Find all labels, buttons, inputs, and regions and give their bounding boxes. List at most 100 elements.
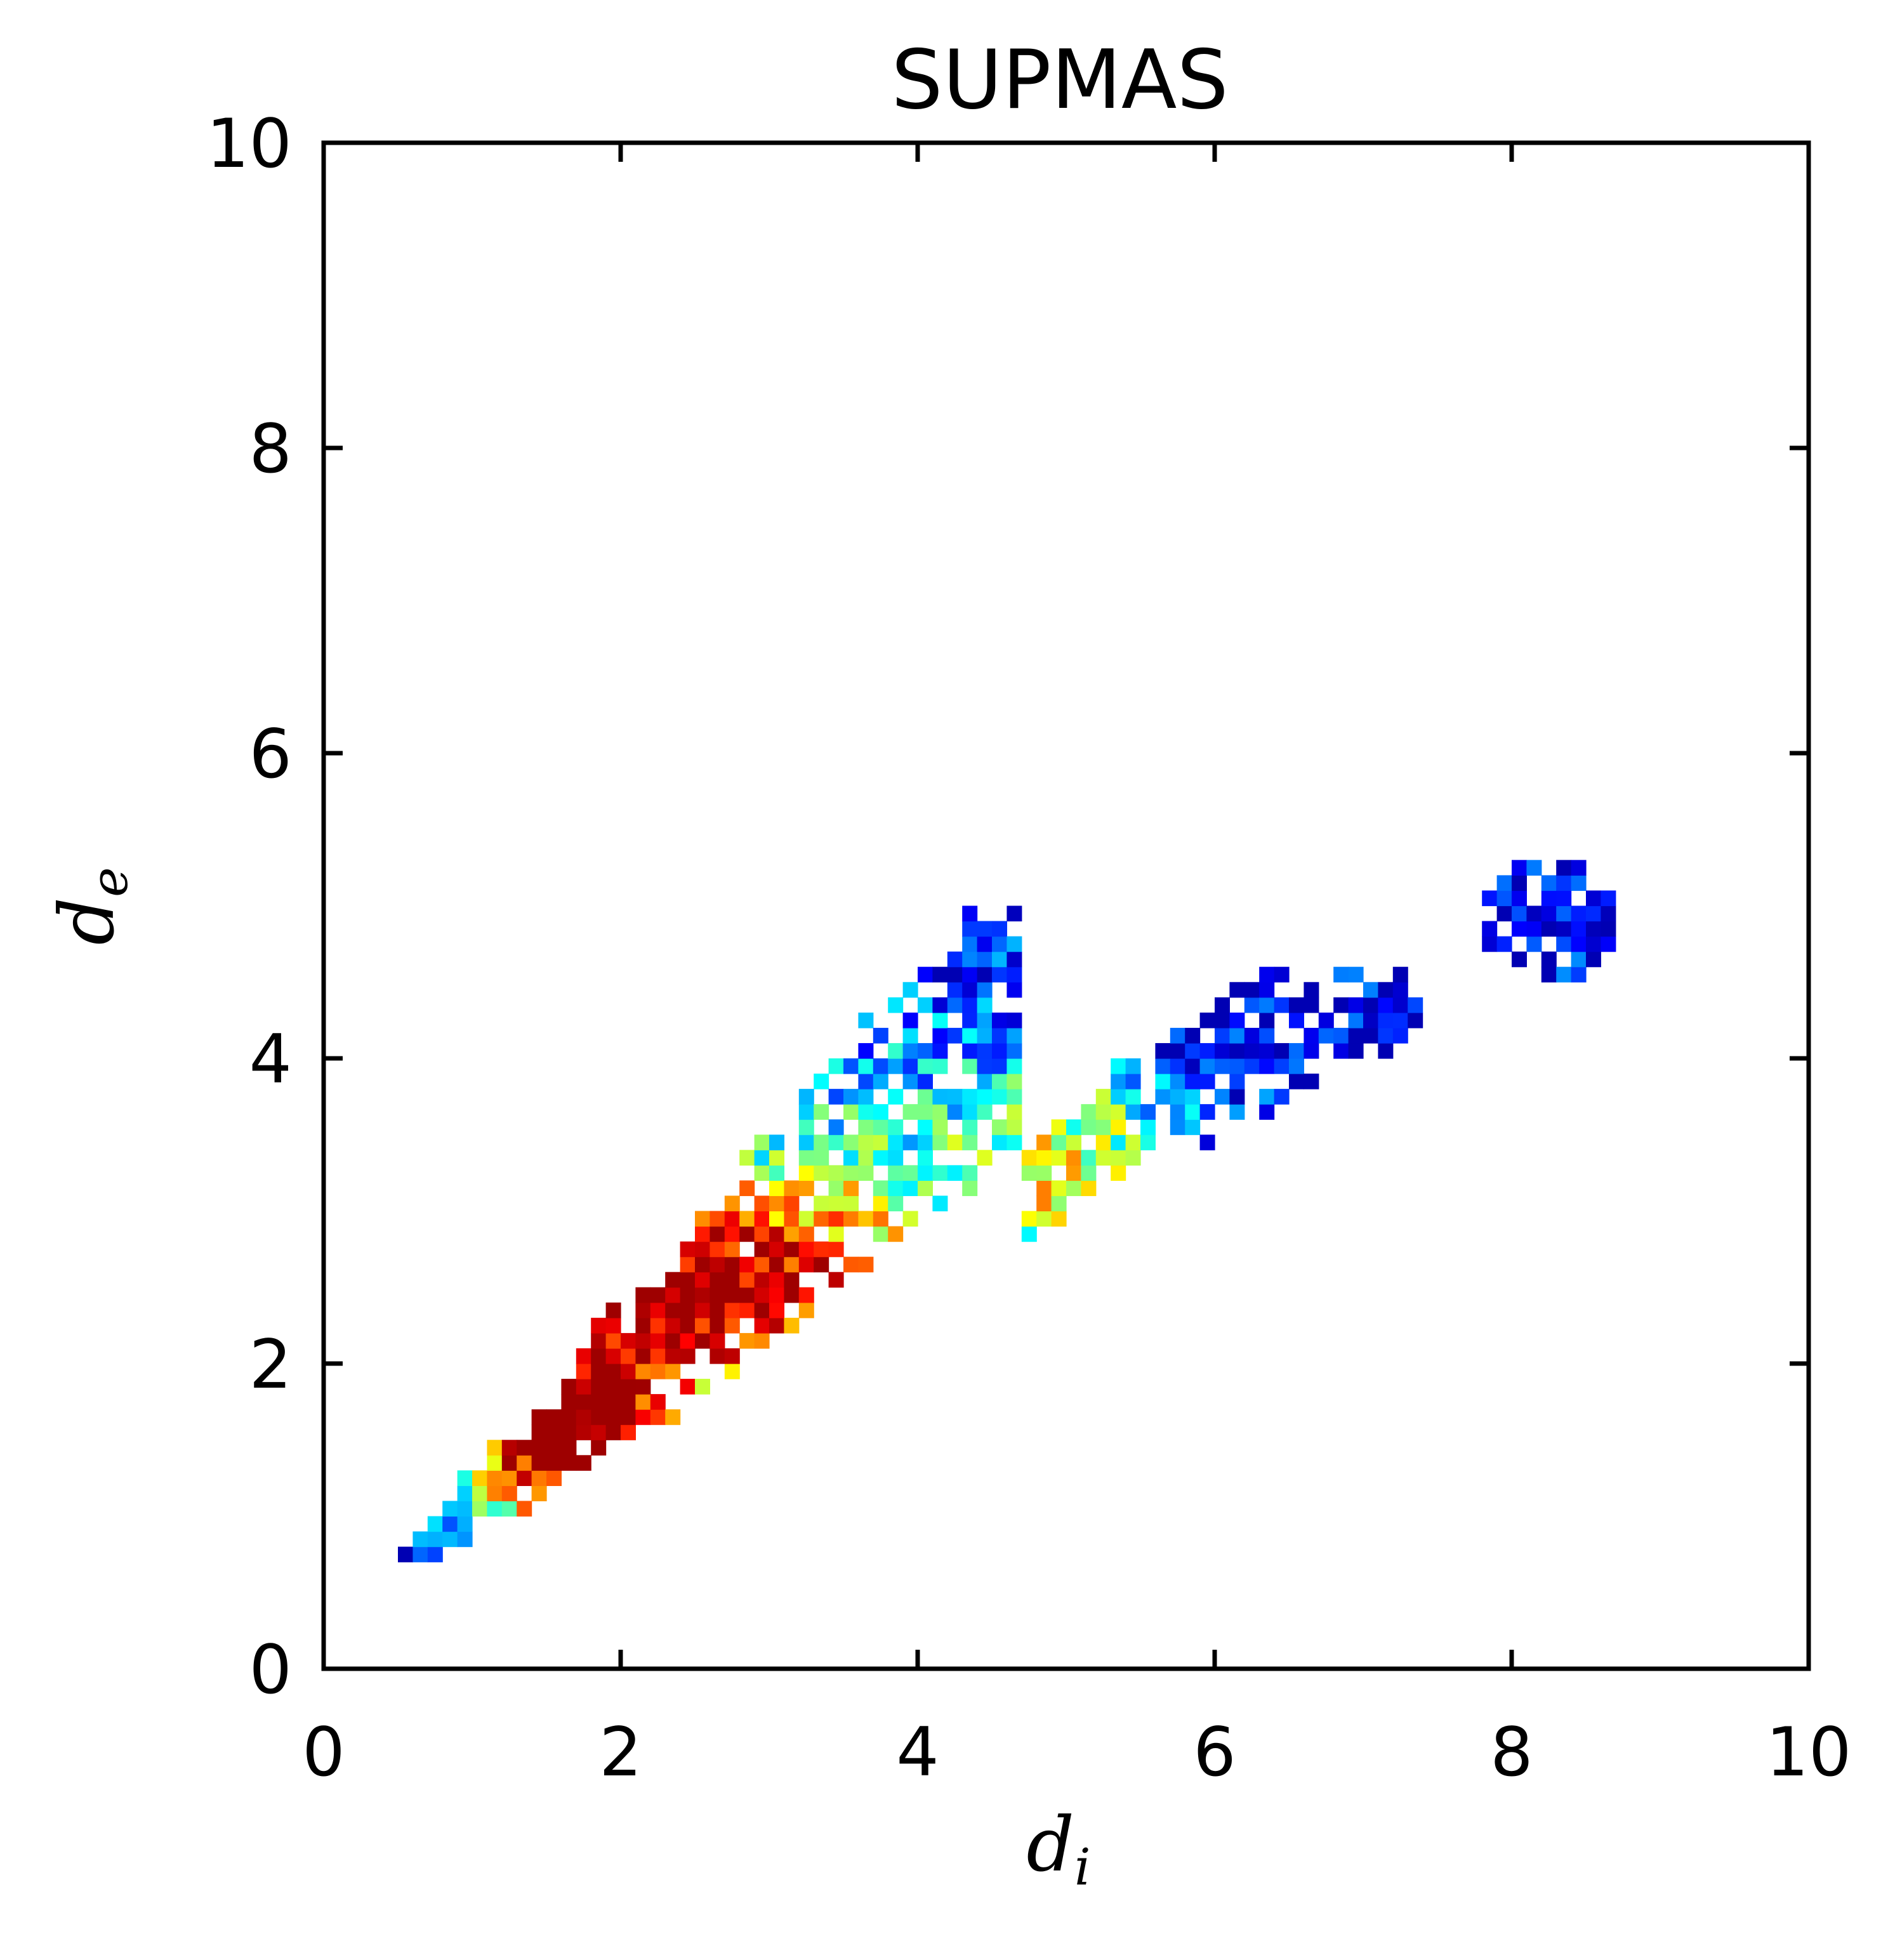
heatmap-cell [487, 1485, 503, 1502]
heatmap-cell [902, 1165, 918, 1181]
heatmap-cell [977, 982, 993, 998]
heatmap-cell [918, 966, 933, 983]
heatmap-cell [977, 1074, 993, 1089]
y-tick-label: 0 [249, 1631, 292, 1709]
heatmap-cell [546, 1470, 562, 1486]
heatmap-cell [1318, 1027, 1334, 1044]
heatmap-cell [546, 1440, 562, 1456]
heatmap-cell [843, 1256, 859, 1273]
heatmap-cell [962, 921, 978, 937]
heatmap-cell [531, 1424, 547, 1440]
heatmap-cell [754, 1317, 770, 1334]
heatmap-cell [947, 1027, 963, 1044]
heatmap-cell [769, 1256, 784, 1273]
heatmap-cell [1512, 951, 1527, 968]
heatmap-cell [873, 1119, 888, 1135]
heatmap-cell [977, 1150, 993, 1166]
heatmap-cell [1125, 1089, 1141, 1105]
heatmap-cell [710, 1287, 725, 1303]
heatmap-cell [1125, 1074, 1141, 1089]
heatmap-cell [1392, 966, 1408, 983]
heatmap-cell [1512, 921, 1527, 937]
heatmap-cell [902, 1058, 918, 1074]
heatmap-cell [472, 1470, 487, 1486]
heatmap-cell [1095, 1104, 1111, 1120]
heatmap-cell [1170, 1042, 1185, 1059]
heatmap-cell [1259, 1042, 1275, 1059]
heatmap-cell [888, 1180, 904, 1197]
heatmap-cell [1304, 1042, 1319, 1059]
heatmap-cell [1496, 905, 1512, 922]
heatmap-cell [1066, 1119, 1081, 1135]
heatmap-cell [947, 966, 963, 983]
x-tick-label: 10 [1766, 1713, 1852, 1791]
heatmap-cell [739, 1287, 755, 1303]
heatmap-cell [902, 1042, 918, 1059]
heatmap-cell [739, 1332, 755, 1349]
heatmap-cell [1541, 966, 1557, 983]
heatmap-cell [1259, 1027, 1275, 1044]
heatmap-cell [784, 1211, 800, 1227]
heatmap-cell [1378, 1042, 1394, 1059]
heatmap-cell [695, 1272, 710, 1288]
heatmap-cell [1170, 1058, 1185, 1074]
heatmap-cell [798, 1287, 814, 1303]
heatmap-cell [1274, 1042, 1290, 1059]
heatmap-cell [918, 1042, 933, 1059]
heatmap-cell [1066, 1180, 1081, 1197]
heatmap-cell [962, 1135, 978, 1150]
heatmap-cell [992, 1135, 1007, 1150]
heatmap-cell [1081, 1104, 1097, 1120]
heatmap-cell [605, 1379, 621, 1395]
heatmap-cell [591, 1394, 607, 1410]
heatmap-cell [769, 1226, 784, 1242]
heatmap-cell [531, 1470, 547, 1486]
heatmap-cell [992, 951, 1007, 968]
heatmap-cell [621, 1332, 636, 1349]
heatmap-cell [621, 1364, 636, 1379]
heatmap-cell [888, 1165, 904, 1181]
heatmap-cell [814, 1195, 829, 1212]
heatmap-cell [650, 1317, 666, 1334]
heatmap-cell [695, 1256, 710, 1273]
heatmap-cell [962, 1027, 978, 1044]
heatmap-cell [1378, 982, 1394, 998]
heatmap-cell [1111, 1104, 1126, 1120]
heatmap-cell [1333, 966, 1349, 983]
heatmap-cell [1601, 905, 1616, 922]
heatmap-cell [591, 1440, 607, 1456]
heatmap-cell [546, 1455, 562, 1471]
heatmap-cell [769, 1180, 784, 1197]
heatmap-cell [561, 1379, 577, 1395]
heatmap-cell [1185, 1104, 1201, 1120]
heatmap-cell [798, 1135, 814, 1150]
heatmap-cell [932, 1027, 948, 1044]
heatmap-cell [739, 1180, 755, 1197]
heatmap-cell [1274, 1089, 1290, 1105]
heatmap-cell [784, 1226, 800, 1242]
x-axis-label-subscript: i [1074, 1838, 1091, 1897]
heatmap-cell [992, 921, 1007, 937]
heatmap-cell [977, 1089, 993, 1105]
heatmap-cell [1348, 1042, 1364, 1059]
heatmap-cell [754, 1195, 770, 1212]
heatmap-cell [784, 1195, 800, 1212]
heatmap-cell [621, 1394, 636, 1410]
heatmap-cell [888, 1089, 904, 1105]
heatmap-cell [1199, 1104, 1215, 1120]
heatmap-cell [650, 1364, 666, 1379]
heatmap-cell [798, 1302, 814, 1319]
heatmap-cell [739, 1211, 755, 1227]
heatmap-cell [1111, 1165, 1126, 1181]
heatmap-cell [932, 966, 948, 983]
heatmap-cell [947, 1165, 963, 1181]
heatmap-cell [680, 1332, 696, 1349]
heatmap-cell [531, 1440, 547, 1456]
heatmap-cell [1111, 1089, 1126, 1105]
heatmap-cell [1095, 1135, 1111, 1150]
heatmap-cell [695, 1226, 710, 1242]
heatmap-cell [621, 1379, 636, 1395]
heatmap-cell [858, 1150, 874, 1166]
heatmap-cell [1007, 1027, 1022, 1044]
heatmap-cell [828, 1165, 844, 1181]
